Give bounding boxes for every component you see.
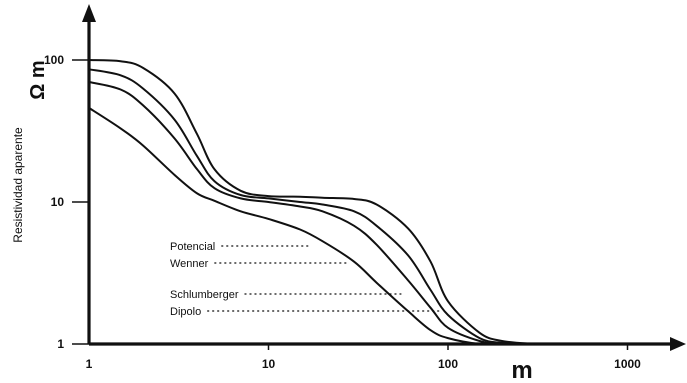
- label-schlumberger: Schlumberger: [170, 289, 239, 301]
- series-dipolo-line: [88, 106, 503, 346]
- y-tick-label-10: 10: [51, 195, 65, 209]
- series-schlumberger-line: [88, 81, 535, 346]
- x-tick-label-1000: 1000: [614, 357, 641, 371]
- x-tick-label-1: 1: [86, 357, 93, 371]
- x-tick-label-100: 100: [438, 357, 458, 371]
- y-axis-unit: Ω m: [27, 60, 49, 99]
- y-tick-label-1: 1: [57, 337, 64, 351]
- y-tick-label-100: 100: [44, 53, 64, 67]
- label-potencial: Potencial: [170, 241, 215, 253]
- curve-labels: Potencial Wenner Schlumberger Dipolo: [170, 241, 440, 318]
- x-axis-title: m: [511, 357, 532, 383]
- series-wenner-line: [88, 68, 535, 345]
- label-wenner: Wenner: [170, 258, 209, 270]
- tick-labels: 1 10 100 1000 1 10 100: [44, 53, 641, 371]
- y-axis-arrow-icon: [82, 4, 96, 22]
- x-tick-label-10: 10: [262, 357, 276, 371]
- label-dipolo: Dipolo: [170, 306, 201, 318]
- series-potencial-line: [88, 59, 535, 345]
- series-curves: [88, 59, 535, 346]
- x-axis-arrow-icon: [670, 337, 686, 351]
- y-axis-title: Resistividad aparente: [11, 127, 25, 243]
